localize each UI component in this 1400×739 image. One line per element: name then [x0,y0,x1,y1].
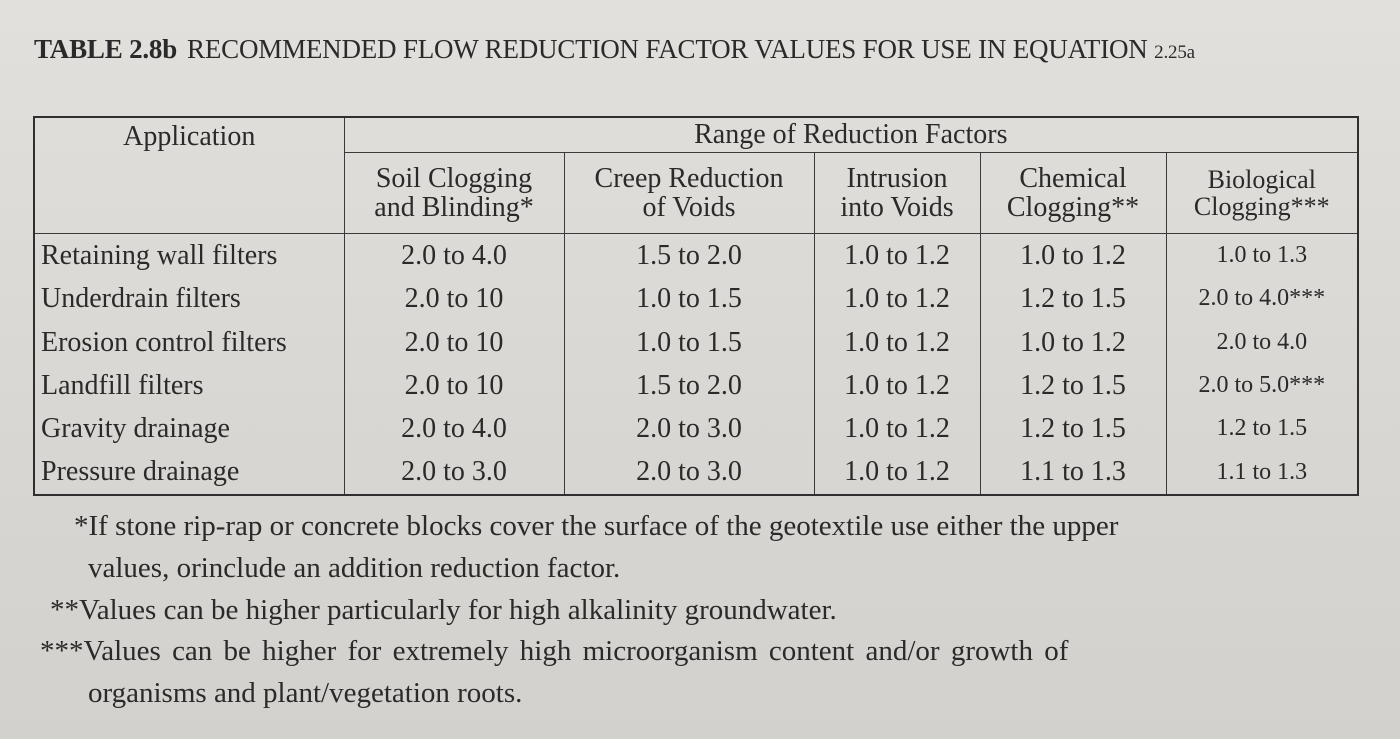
value-cell: 2.0 to 10 [343,277,565,321]
range-group-header: Range of Reduction Factors [343,116,1359,153]
value-cell: 1.2 to 1.5 [979,363,1167,408]
column-header: Biological Clogging*** [1165,152,1359,234]
equation-number: 2.25a [1154,42,1195,63]
column-header-row: Soil Clogging and Blinding* Creep Reducti… [34,152,1359,234]
value-cell: 2.0 to 3.0 [343,450,565,495]
value-cell: 2.0 to 5.0*** [1165,363,1359,408]
value-cell: 1.0 to 1.2 [813,363,981,408]
footnote-text: organisms and plant/vegetation roots. [88,677,523,709]
application-cell: Gravity drainage [33,407,345,451]
table-number: TABLE 2.8b [34,34,178,64]
footnote: **Values can be higher particularly for … [40,590,1370,632]
value-cell: 1.2 to 1.5 [979,407,1167,451]
value-cell: 1.0 to 1.2 [979,320,1167,364]
table-row: Pressure drainage 2.0 to 3.0 2.0 to 3.0 … [33,450,1359,495]
application-cell: Pressure drainage [33,450,345,495]
value-cell: 1.0 to 1.2 [813,450,981,495]
application-cell: Landfill filters [33,363,345,408]
table-header-row: Application Range of Reduction Factors [33,116,1359,234]
application-header: Application [33,116,345,234]
value-cell: 1.2 to 1.5 [1165,407,1359,451]
column-header: Soil Clogging and Blinding* [343,152,565,234]
value-cell: 1.0 to 1.5 [563,277,815,321]
value-cell: 1.1 to 1.3 [979,450,1167,495]
column-header: Creep Reduction of Voids [563,152,815,234]
value-cell: 1.0 to 1.2 [813,233,981,278]
value-cell: 1.0 to 1.2 [813,320,981,364]
value-cell: 1.1 to 1.3 [1165,450,1359,495]
table-row: Landfill filters 2.0 to 10 1.5 to 2.0 1.… [33,363,1359,408]
table-row: Retaining wall filters 2.0 to 4.0 1.5 to… [33,233,1359,278]
value-cell: 2.0 to 4.0 [343,233,565,278]
footnote-marker: *** [40,635,84,668]
footnote-marker: * [74,510,89,542]
value-cell: 1.2 to 1.5 [979,277,1167,321]
value-cell: 2.0 to 3.0 [563,407,815,451]
footnote-marker: ** [50,593,79,626]
value-cell: 1.0 to 1.2 [813,407,981,451]
footnote: *If stone rip-rap or concrete blocks cov… [40,506,1370,590]
footnote-text: Values can be higher particularly for hi… [79,593,837,626]
table-row: Gravity drainage 2.0 to 4.0 2.0 to 3.0 1… [33,407,1359,451]
application-cell: Underdrain filters [33,277,345,321]
footnotes: *If stone rip-rap or concrete blocks cov… [40,506,1370,715]
table-title: RECOMMENDED FLOW REDUCTION FACTOR VALUES… [187,34,1148,64]
reduction-factor-table: Application Range of Reduction Factors S… [33,116,1360,496]
footnote: ***Values can be higher for extremely hi… [40,631,1370,715]
column-header: Chemical Clogging** [979,152,1167,234]
footnote-text: values, orinclude an addition reduction … [88,551,621,584]
table-row: Erosion control filters 2.0 to 10 1.0 to… [33,320,1359,364]
value-cell: 1.5 to 2.0 [563,233,815,278]
value-cell: 2.0 to 3.0 [563,450,815,495]
application-cell: Retaining wall filters [33,233,345,278]
table-caption: TABLE 2.8b RECOMMENDED FLOW REDUCTION FAC… [34,34,1195,65]
table-row: Underdrain filters 2.0 to 10 1.0 to 1.5 … [33,277,1359,321]
value-cell: 2.0 to 4.0 [1165,320,1359,364]
value-cell: 1.0 to 1.5 [563,320,815,364]
value-cell: 2.0 to 10 [343,363,565,408]
value-cell: 2.0 to 4.0*** [1165,277,1359,321]
value-cell: 1.5 to 2.0 [563,363,815,408]
value-cell: 2.0 to 4.0 [343,407,565,451]
value-cell: 1.0 to 1.2 [813,277,981,321]
footnote-text: If stone rip-rap or concrete blocks cove… [88,510,1119,542]
application-cell: Erosion control filters [33,320,345,364]
value-cell: 1.0 to 1.2 [979,233,1167,278]
value-cell: 1.0 to 1.3 [1165,233,1359,278]
value-cell: 2.0 to 10 [343,320,565,364]
column-header: Intrusion into Voids [813,152,981,234]
footnote-text: Values can be higher for extremely high … [83,635,1069,668]
